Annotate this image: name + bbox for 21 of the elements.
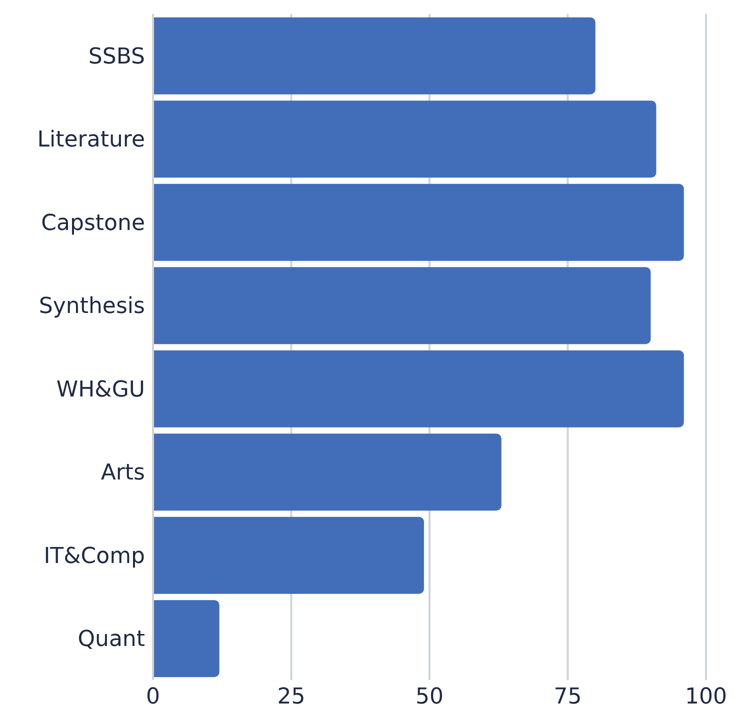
x-tick-label: 100 xyxy=(685,684,727,709)
y-tick-label: WH&GU xyxy=(56,377,145,402)
x-tick-label: 50 xyxy=(416,684,444,709)
x-tick-label: 75 xyxy=(554,684,582,709)
x-tick-label: 0 xyxy=(146,684,160,709)
x-tick-label: 25 xyxy=(277,684,306,709)
y-tick-label: Quant xyxy=(78,627,146,652)
bar xyxy=(153,600,220,678)
bar xyxy=(153,434,502,511)
y-tick-label: Arts xyxy=(100,460,145,486)
bar xyxy=(153,350,684,428)
y-tick-label: Synthesis xyxy=(38,294,145,320)
bar xyxy=(153,100,656,178)
y-tick-label: IT&Comp xyxy=(44,544,145,569)
bar xyxy=(153,516,424,594)
bar xyxy=(153,17,596,94)
y-tick-label: Literature xyxy=(37,128,145,153)
y-tick-label: SSBS xyxy=(88,44,145,70)
y-tick-label: Capstone xyxy=(41,210,145,236)
bar xyxy=(153,267,651,344)
bar xyxy=(153,184,684,261)
